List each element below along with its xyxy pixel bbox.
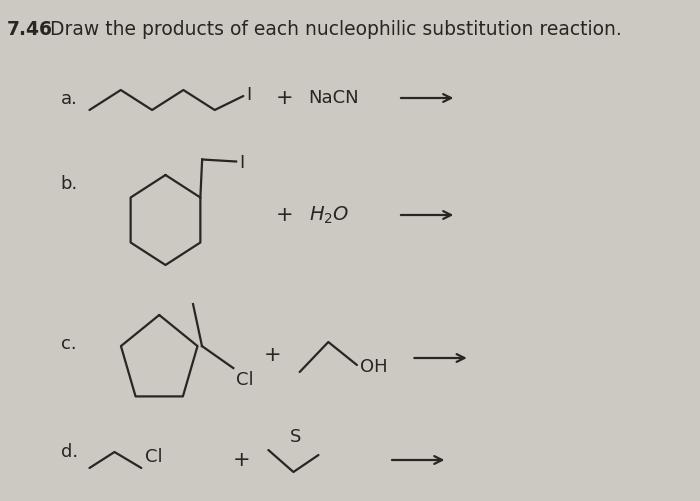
Text: c.: c. xyxy=(61,335,76,353)
Text: d.: d. xyxy=(61,443,78,461)
Text: $H_2O$: $H_2O$ xyxy=(309,204,349,225)
Text: b.: b. xyxy=(61,175,78,193)
Text: +: + xyxy=(276,205,293,225)
Text: OH: OH xyxy=(360,358,387,376)
Text: I: I xyxy=(239,154,244,172)
Text: Cl: Cl xyxy=(236,371,253,389)
Text: NaCN: NaCN xyxy=(309,89,359,107)
Text: I: I xyxy=(246,86,251,104)
Text: Draw the products of each nucleophilic substitution reaction.: Draw the products of each nucleophilic s… xyxy=(38,20,622,39)
Text: a.: a. xyxy=(61,90,78,108)
Text: +: + xyxy=(232,450,251,470)
Text: S: S xyxy=(290,428,301,446)
Text: +: + xyxy=(276,88,293,108)
Text: 7.46: 7.46 xyxy=(7,20,53,39)
Text: Cl: Cl xyxy=(145,448,162,466)
Text: +: + xyxy=(264,345,281,365)
